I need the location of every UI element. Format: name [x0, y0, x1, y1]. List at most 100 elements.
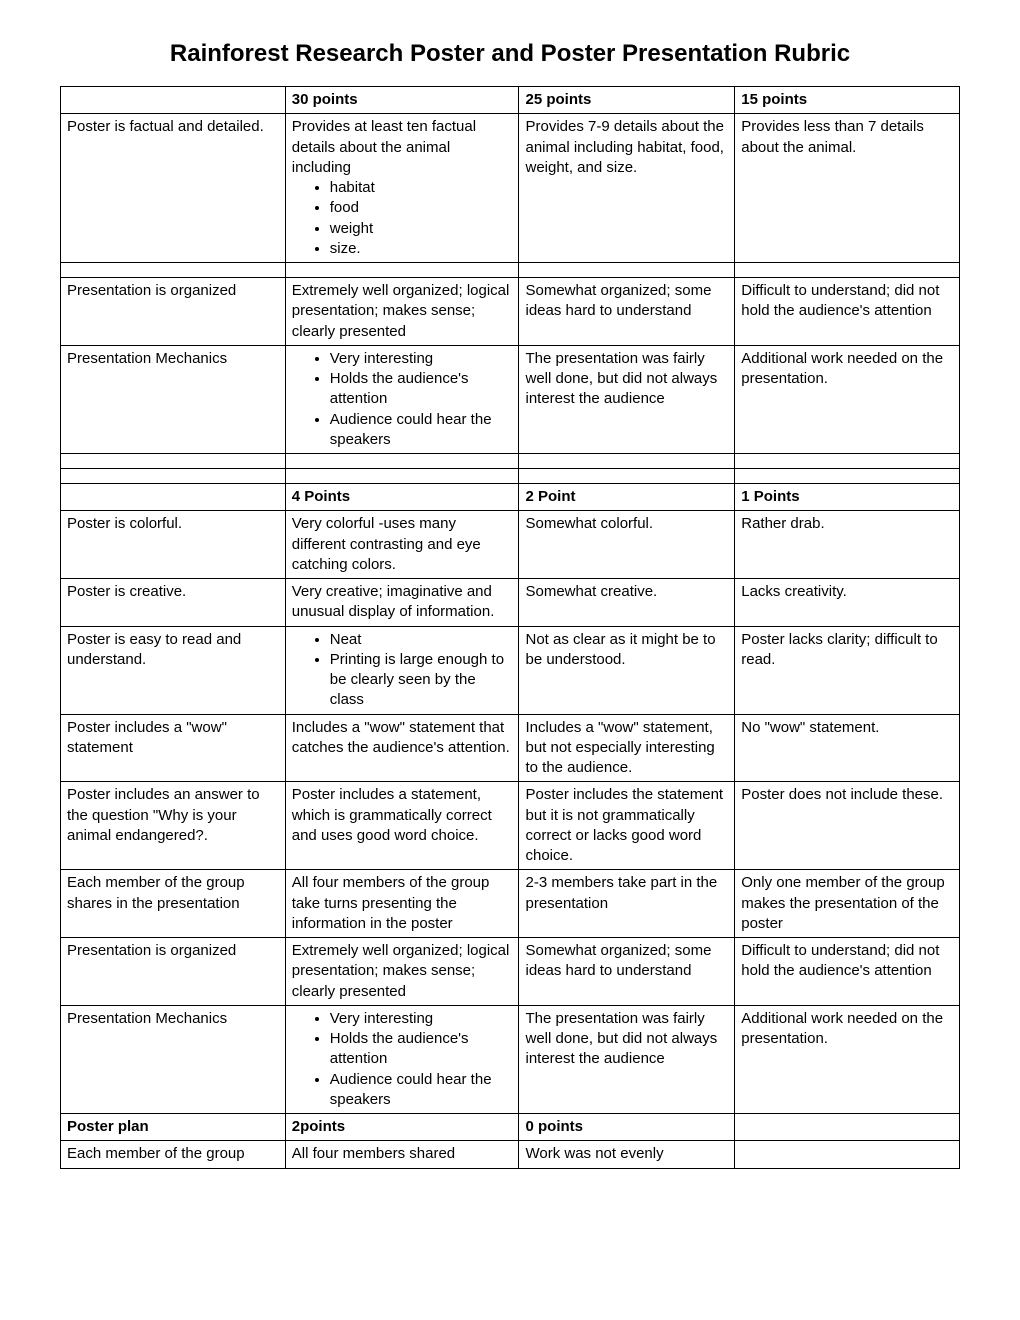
header-cell: 0 points [519, 1114, 735, 1141]
header-cell [61, 87, 286, 114]
table-row: Presentation is organized Extremely well… [61, 278, 960, 346]
cell [735, 1141, 960, 1168]
criterion-cell: Poster includes an answer to the questio… [61, 782, 286, 870]
header-cell: 15 points [735, 87, 960, 114]
cell: Extremely well organized; logical presen… [285, 278, 519, 346]
criterion-cell: Each member of the group [61, 1141, 286, 1168]
empty-cell [735, 454, 960, 469]
header-cell [735, 1114, 960, 1141]
empty-cell [285, 454, 519, 469]
table-row [61, 263, 960, 278]
empty-cell [735, 469, 960, 484]
empty-cell [519, 454, 735, 469]
cell: Poster does not include these. [735, 782, 960, 870]
table-row [61, 454, 960, 469]
table-header-row: 30 points 25 points 15 points [61, 87, 960, 114]
bullet-list: Neat Printing is large enough to be clea… [292, 630, 513, 711]
criterion-cell: Poster includes a "wow" statement [61, 714, 286, 782]
header-cell: Poster plan [61, 1114, 286, 1141]
cell: Provides less than 7 details about the a… [735, 114, 960, 263]
cell: Not as clear as it might be to be unders… [519, 626, 735, 714]
table-header-row: Poster plan 2points 0 points [61, 1114, 960, 1141]
header-cell [61, 484, 286, 511]
list-item: Very interesting [330, 1009, 513, 1029]
cell: Additional work needed on the presentati… [735, 1005, 960, 1113]
cell: Somewhat organized; some ideas hard to u… [519, 278, 735, 346]
table-row: Presentation Mechanics Very interesting … [61, 1005, 960, 1113]
criterion-cell: Presentation Mechanics [61, 345, 286, 453]
list-item: food [330, 198, 513, 218]
empty-cell [61, 454, 286, 469]
table-row: Poster is colorful. Very colorful -uses … [61, 511, 960, 579]
cell: The presentation was fairly well done, b… [519, 345, 735, 453]
cell: Difficult to understand; did not hold th… [735, 278, 960, 346]
cell: Provides at least ten factual details ab… [285, 114, 519, 263]
criterion-cell: Each member of the group shares in the p… [61, 870, 286, 938]
table-row: Presentation Mechanics Very interesting … [61, 345, 960, 453]
cell: Includes a "wow" statement that catches … [285, 714, 519, 782]
cell: Neat Printing is large enough to be clea… [285, 626, 519, 714]
cell: Poster includes a statement, which is gr… [285, 782, 519, 870]
cell: Additional work needed on the presentati… [735, 345, 960, 453]
cell: Rather drab. [735, 511, 960, 579]
criterion-cell: Poster is factual and detailed. [61, 114, 286, 263]
table-row: Poster includes an answer to the questio… [61, 782, 960, 870]
empty-cell [735, 263, 960, 278]
cell: Poster includes the statement but it is … [519, 782, 735, 870]
empty-cell [519, 469, 735, 484]
list-item: Neat [330, 630, 513, 650]
list-item: Audience could hear the speakers [330, 1070, 513, 1111]
list-item: weight [330, 219, 513, 239]
cell: Work was not evenly [519, 1141, 735, 1168]
bullet-list: habitat food weight size. [292, 178, 513, 259]
cell: Somewhat colorful. [519, 511, 735, 579]
criterion-cell: Poster is easy to read and understand. [61, 626, 286, 714]
cell: Poster lacks clarity; difficult to read. [735, 626, 960, 714]
bullet-list: Very interesting Holds the audience's at… [292, 1009, 513, 1110]
empty-cell [285, 263, 519, 278]
table-row: Each member of the group shares in the p… [61, 870, 960, 938]
cell: Very colorful -uses many different contr… [285, 511, 519, 579]
header-cell: 2points [285, 1114, 519, 1141]
list-item: Holds the audience's attention [330, 1029, 513, 1070]
header-cell: 30 points [285, 87, 519, 114]
cell: Very interesting Holds the audience's at… [285, 1005, 519, 1113]
cell: Very interesting Holds the audience's at… [285, 345, 519, 453]
table-row: Poster is easy to read and understand. N… [61, 626, 960, 714]
table-row: Each member of the group All four member… [61, 1141, 960, 1168]
cell: Difficult to understand; did not hold th… [735, 938, 960, 1006]
criterion-cell: Presentation is organized [61, 938, 286, 1006]
header-cell: 1 Points [735, 484, 960, 511]
table-row [61, 469, 960, 484]
list-item: size. [330, 239, 513, 259]
cell: Lacks creativity. [735, 579, 960, 627]
cell: All four members shared [285, 1141, 519, 1168]
table-row: Poster is factual and detailed. Provides… [61, 114, 960, 263]
table-row: Presentation is organized Extremely well… [61, 938, 960, 1006]
header-cell: 4 Points [285, 484, 519, 511]
list-item: Audience could hear the speakers [330, 410, 513, 451]
empty-cell [519, 263, 735, 278]
cell-lead-text: Provides at least ten factual details ab… [292, 117, 513, 178]
header-cell: 25 points [519, 87, 735, 114]
cell: Extremely well organized; logical presen… [285, 938, 519, 1006]
header-cell: 2 Point [519, 484, 735, 511]
cell: Only one member of the group makes the p… [735, 870, 960, 938]
empty-cell [61, 469, 286, 484]
criterion-cell: Presentation is organized [61, 278, 286, 346]
cell: Somewhat creative. [519, 579, 735, 627]
cell: Includes a "wow" statement, but not espe… [519, 714, 735, 782]
cell: 2-3 members take part in the presentatio… [519, 870, 735, 938]
table-header-row: 4 Points 2 Point 1 Points [61, 484, 960, 511]
cell: Provides 7-9 details about the animal in… [519, 114, 735, 263]
cell: Very creative; imaginative and unusual d… [285, 579, 519, 627]
empty-cell [61, 263, 286, 278]
table-row: Poster includes a "wow" statement Includ… [61, 714, 960, 782]
bullet-list: Very interesting Holds the audience's at… [292, 349, 513, 450]
rubric-table: 30 points 25 points 15 points Poster is … [60, 86, 960, 1169]
list-item: Holds the audience's attention [330, 369, 513, 410]
cell: Somewhat organized; some ideas hard to u… [519, 938, 735, 1006]
list-item: habitat [330, 178, 513, 198]
list-item: Printing is large enough to be clearly s… [330, 650, 513, 711]
list-item: Very interesting [330, 349, 513, 369]
